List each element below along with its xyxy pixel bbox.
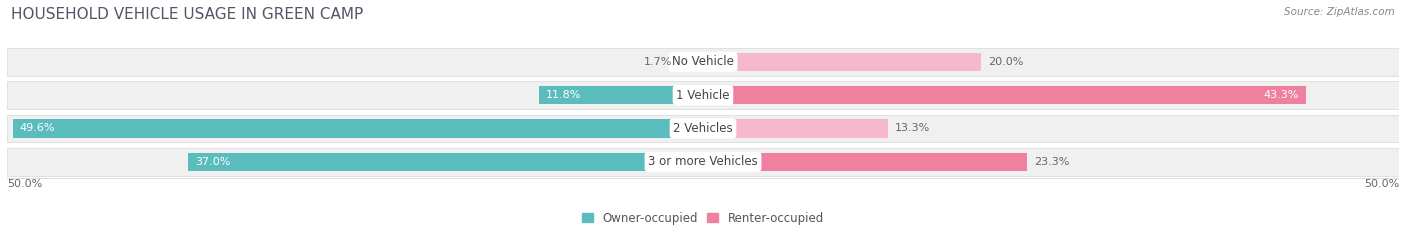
Text: 50.0%: 50.0% [1364, 179, 1399, 189]
Text: Source: ZipAtlas.com: Source: ZipAtlas.com [1284, 7, 1395, 17]
Bar [538, 86, 703, 104]
Bar [13, 119, 703, 138]
Text: 11.8%: 11.8% [546, 90, 581, 100]
Bar [679, 53, 703, 71]
Text: No Vehicle: No Vehicle [672, 55, 734, 69]
Text: 2 Vehicles: 2 Vehicles [673, 122, 733, 135]
Text: 43.3%: 43.3% [1264, 90, 1299, 100]
Text: 3 or more Vehicles: 3 or more Vehicles [648, 155, 758, 168]
FancyBboxPatch shape [7, 48, 1399, 76]
Text: 49.6%: 49.6% [20, 123, 55, 134]
Bar [188, 153, 703, 171]
Text: 13.3%: 13.3% [896, 123, 931, 134]
Text: 23.3%: 23.3% [1035, 157, 1070, 167]
Bar [703, 53, 981, 71]
FancyBboxPatch shape [7, 148, 1399, 176]
Text: 50.0%: 50.0% [7, 179, 42, 189]
Text: 20.0%: 20.0% [988, 57, 1024, 67]
Bar [703, 153, 1028, 171]
FancyBboxPatch shape [7, 81, 1399, 109]
Text: 37.0%: 37.0% [195, 157, 231, 167]
Text: HOUSEHOLD VEHICLE USAGE IN GREEN CAMP: HOUSEHOLD VEHICLE USAGE IN GREEN CAMP [11, 7, 364, 22]
FancyBboxPatch shape [7, 114, 1399, 142]
Legend: Owner-occupied, Renter-occupied: Owner-occupied, Renter-occupied [582, 212, 824, 225]
Text: 1.7%: 1.7% [644, 57, 672, 67]
Bar [703, 86, 1306, 104]
Text: 1 Vehicle: 1 Vehicle [676, 89, 730, 102]
Bar [703, 119, 889, 138]
